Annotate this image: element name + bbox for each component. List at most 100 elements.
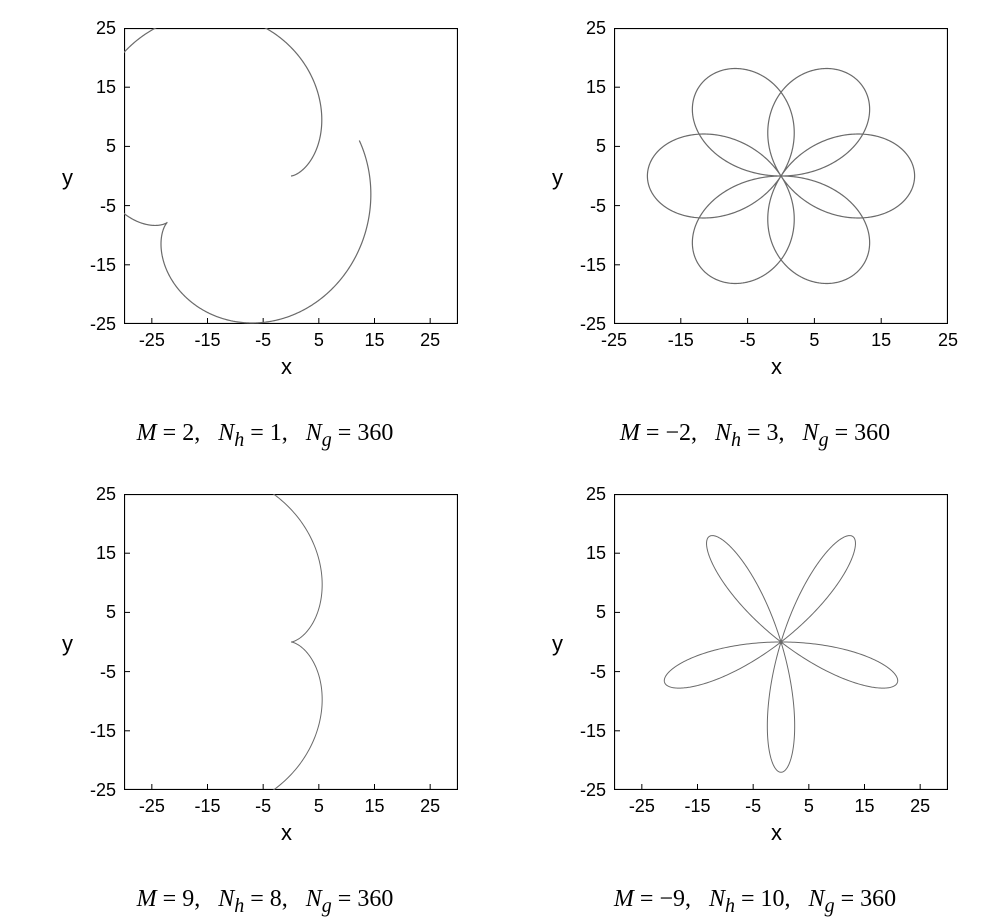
caption-value: −9 bbox=[659, 886, 685, 912]
xtick-label: 15 bbox=[355, 330, 395, 351]
xtick-label: 25 bbox=[410, 796, 450, 817]
xtick-label: -25 bbox=[622, 796, 662, 817]
caption-subscript: g bbox=[322, 429, 332, 451]
caption-subscript: h bbox=[234, 895, 244, 917]
ytick-label: 5 bbox=[596, 136, 606, 157]
y-axis-label: y bbox=[552, 165, 563, 191]
xtick-label: -5 bbox=[243, 330, 283, 351]
caption-subscript: g bbox=[825, 895, 835, 917]
caption-symbol: N bbox=[306, 886, 322, 912]
panel-p4: -25-15-551525-25-15-551525xyM = −9, Nh =… bbox=[540, 480, 970, 870]
panel-p3: -25-15-551525-25-15-551525xyM = 9, Nh = … bbox=[50, 480, 480, 870]
caption-value: 360 bbox=[357, 886, 393, 912]
x-axis-label: x bbox=[281, 354, 292, 380]
caption-symbol: M bbox=[137, 886, 157, 912]
ytick-label: 5 bbox=[106, 602, 116, 623]
caption-subscript: h bbox=[725, 895, 735, 917]
caption-value: 2 bbox=[182, 420, 194, 446]
ytick-label: 15 bbox=[96, 543, 116, 564]
chart-svg bbox=[614, 494, 948, 790]
caption-symbol: N bbox=[809, 886, 825, 912]
ytick-label: -15 bbox=[90, 721, 116, 742]
xtick-label: -5 bbox=[733, 796, 773, 817]
caption-symbol: M bbox=[620, 420, 640, 446]
caption-subscript: g bbox=[322, 895, 332, 917]
ytick-label: 5 bbox=[106, 136, 116, 157]
ytick-label: -25 bbox=[580, 314, 606, 335]
ytick-label: 15 bbox=[586, 543, 606, 564]
x-axis-label: x bbox=[771, 820, 782, 846]
xtick-label: -25 bbox=[132, 330, 172, 351]
xtick-label: -25 bbox=[132, 796, 172, 817]
ytick-label: 25 bbox=[586, 18, 606, 39]
curve-path bbox=[124, 494, 322, 790]
plot-area bbox=[124, 494, 458, 790]
ytick-label: -15 bbox=[580, 721, 606, 742]
xtick-label: 5 bbox=[794, 330, 834, 351]
xtick-label: 15 bbox=[355, 796, 395, 817]
xtick-label: -15 bbox=[188, 330, 228, 351]
plot-area bbox=[614, 28, 948, 324]
xtick-label: 5 bbox=[299, 796, 339, 817]
caption-value: 360 bbox=[860, 886, 896, 912]
xtick-label: 15 bbox=[861, 330, 901, 351]
ytick-label: -25 bbox=[580, 780, 606, 801]
xtick-label: 5 bbox=[789, 796, 829, 817]
xtick-label: 25 bbox=[928, 330, 968, 351]
xtick-label: -5 bbox=[728, 330, 768, 351]
panel-caption: M = 9, Nh = 8, Ng = 360 bbox=[50, 886, 480, 918]
caption-value: 9 bbox=[182, 886, 194, 912]
ytick-label: 5 bbox=[596, 602, 606, 623]
panel-caption: M = 2, Nh = 1, Ng = 360 bbox=[50, 420, 480, 452]
caption-subscript: h bbox=[731, 429, 741, 451]
ytick-label: -5 bbox=[590, 196, 606, 217]
caption-value: −2 bbox=[665, 420, 691, 446]
y-axis-label: y bbox=[62, 631, 73, 657]
x-axis-label: x bbox=[771, 354, 782, 380]
panel-p1: -25-15-551525-25-15-551525xyM = 2, Nh = … bbox=[50, 14, 480, 404]
xtick-label: 15 bbox=[845, 796, 885, 817]
figure-grid: -25-15-551525-25-15-551525xyM = 2, Nh = … bbox=[0, 0, 1000, 924]
caption-subscript: g bbox=[819, 429, 829, 451]
caption-subscript: h bbox=[234, 429, 244, 451]
ytick-label: -25 bbox=[90, 314, 116, 335]
chart-svg bbox=[124, 28, 458, 324]
caption-symbol: M bbox=[614, 886, 634, 912]
caption-symbol: N bbox=[218, 886, 234, 912]
ytick-label: 15 bbox=[586, 77, 606, 98]
xtick-label: 25 bbox=[410, 330, 450, 351]
y-axis-label: y bbox=[62, 165, 73, 191]
caption-value: 10 bbox=[761, 886, 785, 912]
caption-value: 360 bbox=[357, 420, 393, 446]
xtick-label: 5 bbox=[299, 330, 339, 351]
chart-svg bbox=[614, 28, 948, 324]
ytick-label: -5 bbox=[100, 196, 116, 217]
panel-caption: M = −2, Nh = 3, Ng = 360 bbox=[540, 420, 970, 452]
caption-symbol: N bbox=[306, 420, 322, 446]
panel-caption: M = −9, Nh = 10, Ng = 360 bbox=[540, 886, 970, 918]
curve-path bbox=[664, 536, 897, 773]
x-axis-label: x bbox=[281, 820, 292, 846]
xtick-label: -15 bbox=[661, 330, 701, 351]
caption-value: 8 bbox=[270, 886, 282, 912]
curve-path bbox=[647, 69, 914, 284]
ytick-label: 25 bbox=[96, 18, 116, 39]
caption-symbol: M bbox=[137, 420, 157, 446]
ytick-label: -5 bbox=[100, 662, 116, 683]
ytick-label: -15 bbox=[580, 255, 606, 276]
curve-path bbox=[124, 28, 371, 323]
xtick-label: 25 bbox=[900, 796, 940, 817]
plot-area bbox=[124, 28, 458, 324]
ytick-label: -15 bbox=[90, 255, 116, 276]
xtick-label: -15 bbox=[678, 796, 718, 817]
caption-value: 3 bbox=[767, 420, 779, 446]
y-axis-label: y bbox=[552, 631, 563, 657]
caption-symbol: N bbox=[803, 420, 819, 446]
caption-value: 1 bbox=[270, 420, 282, 446]
chart-svg bbox=[124, 494, 458, 790]
plot-area bbox=[614, 494, 948, 790]
ytick-label: -25 bbox=[90, 780, 116, 801]
panel-p2: -25-15-551525-25-15-551525xyM = −2, Nh =… bbox=[540, 14, 970, 404]
caption-symbol: N bbox=[218, 420, 234, 446]
xtick-label: -15 bbox=[188, 796, 228, 817]
